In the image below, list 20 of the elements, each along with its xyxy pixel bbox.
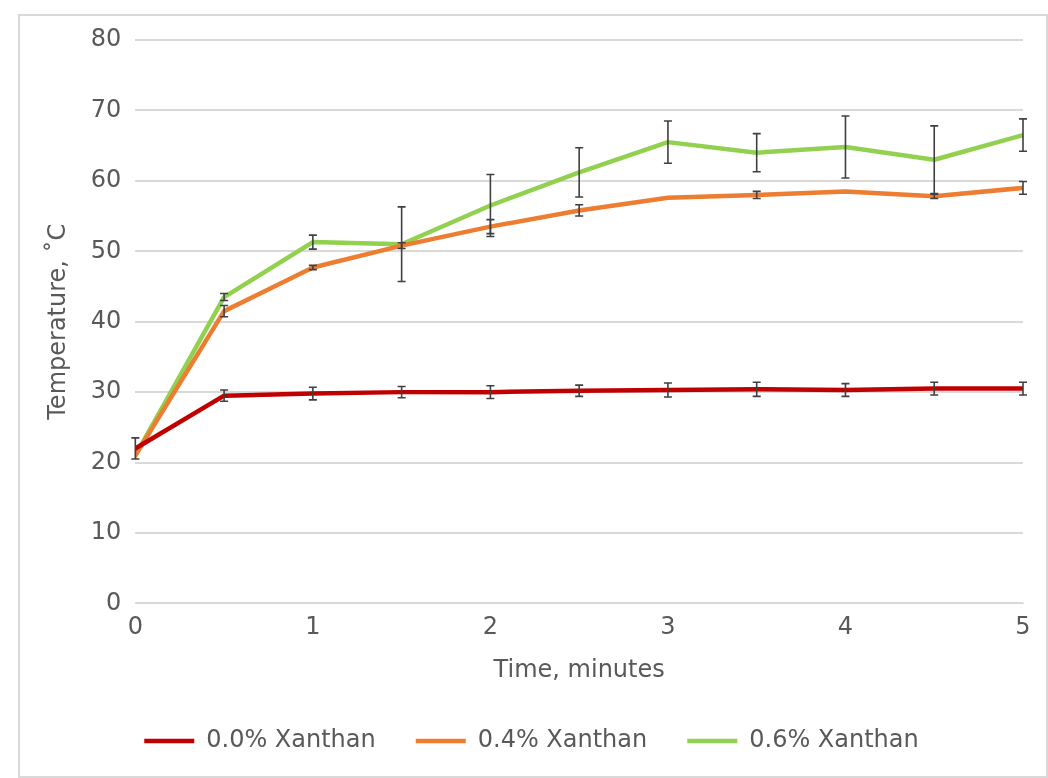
x-tick-label: 2 [482, 612, 499, 641]
y-tick-label: 50 [90, 235, 122, 264]
y-tick-label: 60 [90, 165, 122, 194]
x-tick-label: 3 [660, 612, 676, 641]
y-tick-label: 0 [106, 587, 122, 616]
x-tick-label: 1 [305, 612, 321, 641]
y-tick-label: 40 [90, 305, 122, 334]
legend-label: 0.0% Xanthan [206, 725, 376, 754]
x-tick-label: 0 [127, 612, 143, 641]
y-tick-label: 30 [90, 376, 122, 405]
x-tick-label: 4 [837, 612, 854, 641]
y-axis-title: Temperature, ˚C [42, 223, 71, 421]
x-axis-title: Time, minutes [492, 654, 665, 683]
legend-label: 0.4% Xanthan [477, 725, 648, 754]
x-tick-label: 5 [1015, 612, 1031, 641]
y-tick-label: 70 [90, 94, 122, 123]
legend-label: 0.6% Xanthan [749, 725, 919, 754]
y-tick-label: 20 [90, 446, 122, 475]
y-tick-label: 10 [90, 517, 122, 546]
y-tick-label: 80 [90, 24, 122, 53]
